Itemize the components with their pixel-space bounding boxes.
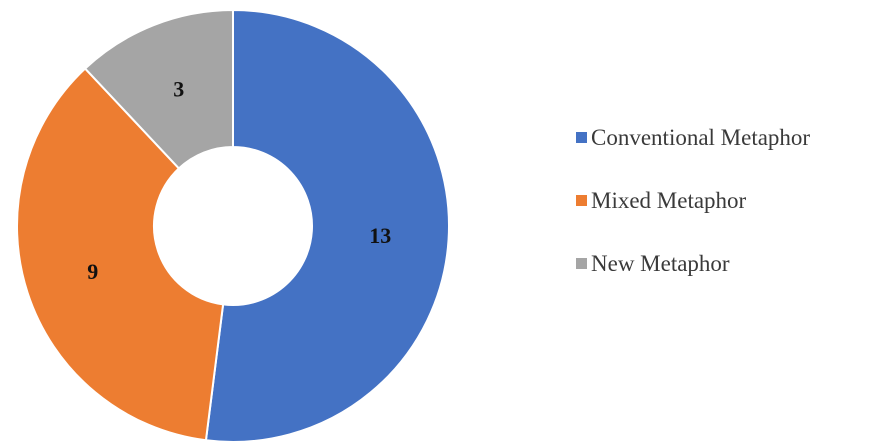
legend-label: Mixed Metaphor [591,187,747,213]
legend-swatch [576,258,587,269]
data-label: 13 [369,223,391,248]
donut-slice-conventional-metaphor[interactable] [204,8,450,442]
legend-item-conventional-metaphor[interactable]: Conventional Metaphor [576,122,810,153]
legend-label: Conventional Metaphor [591,124,811,150]
donut-slice-new-metaphor[interactable] [83,8,234,170]
donut-chart: 13 9 3 [16,8,450,442]
legend-swatch [576,195,587,206]
data-label: 9 [87,259,98,284]
data-labels-group: 13 9 3 [87,76,391,284]
legend: Conventional Metaphor Mixed Metaphor New… [576,122,810,311]
legend-swatch [576,132,587,143]
legend-label: New Metaphor [591,250,730,276]
data-label: 3 [173,76,184,101]
slices-group [16,8,450,442]
legend-item-new-metaphor[interactable]: New Metaphor [576,248,810,279]
legend-item-mixed-metaphor[interactable]: Mixed Metaphor [576,185,810,216]
